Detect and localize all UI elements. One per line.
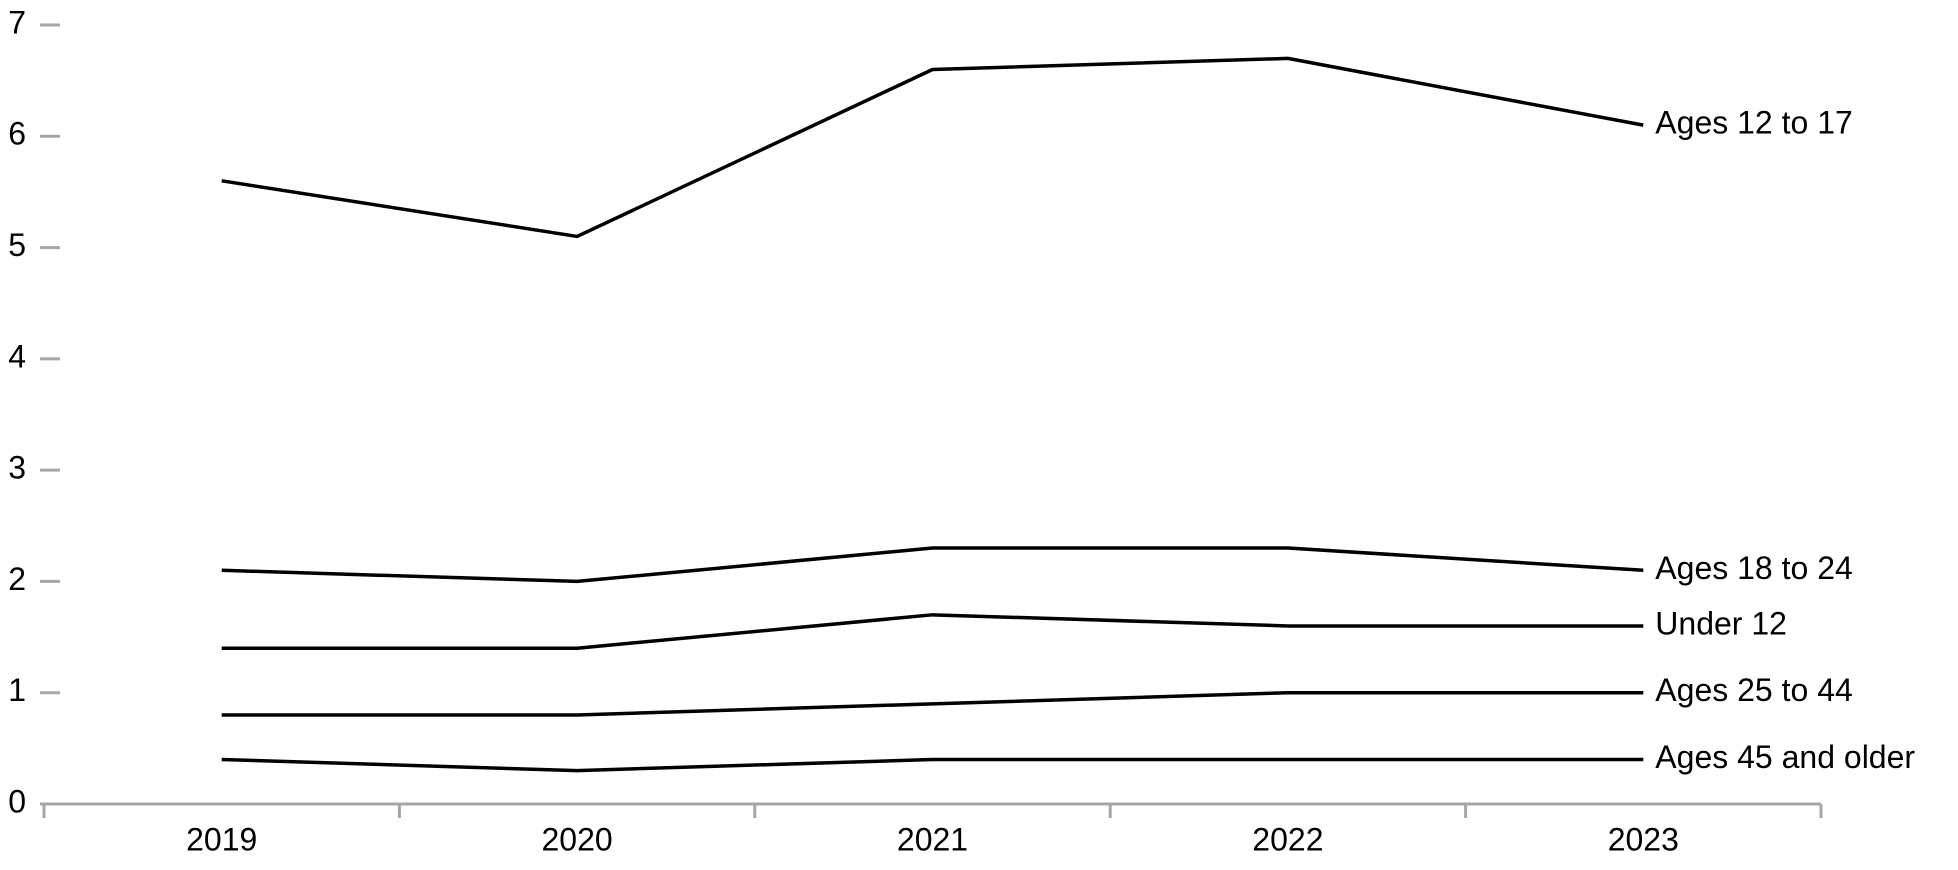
x-tick-label: 2022 <box>1252 821 1323 857</box>
series-line <box>221 56 1644 239</box>
y-tick-label: 0 <box>8 783 26 819</box>
series-label: Ages 12 to 17 <box>1655 105 1852 141</box>
series-label: Ages 18 to 24 <box>1655 550 1852 586</box>
series-label: Ages 25 to 44 <box>1655 672 1852 708</box>
y-tick-label: 5 <box>8 227 26 263</box>
series-label: Ages 45 and older <box>1655 739 1915 775</box>
series-line <box>221 613 1644 650</box>
x-tick-label: 2021 <box>897 821 968 857</box>
series-line <box>221 690 1644 717</box>
series-line <box>221 546 1644 584</box>
y-tick-label: 1 <box>8 672 26 708</box>
series-label: Under 12 <box>1655 605 1787 641</box>
x-tick-label: 2023 <box>1608 821 1679 857</box>
series-line <box>221 757 1644 773</box>
y-tick-label: 2 <box>8 561 26 597</box>
y-tick-label: 7 <box>8 4 26 40</box>
y-tick-label: 4 <box>8 338 26 374</box>
y-tick-label: 3 <box>8 450 26 486</box>
x-tick-label: 2019 <box>186 821 257 857</box>
x-tick-label: 2020 <box>542 821 613 857</box>
y-tick-label: 6 <box>8 116 26 152</box>
